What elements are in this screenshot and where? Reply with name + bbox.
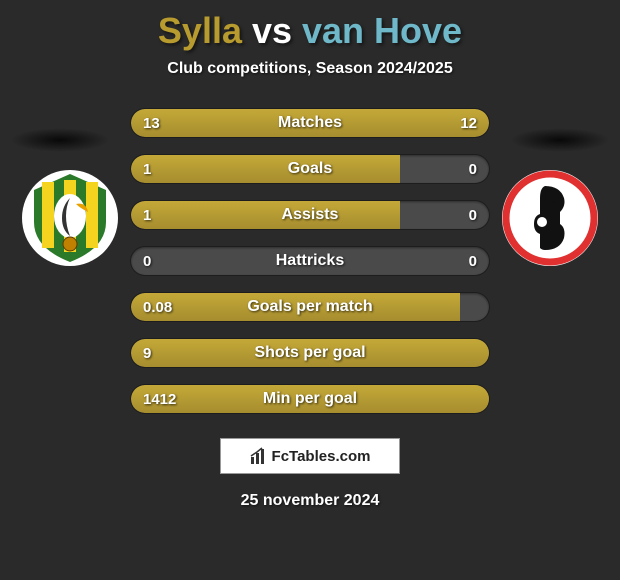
stat-row: Assists1 0 [130,200,490,230]
stat-value-left: 0.08 [143,293,172,321]
stat-label: Shots per goal [131,339,489,367]
stat-value-left: 1412 [143,385,176,413]
stat-value-left: 13 [143,109,160,137]
vs-text: vs [242,10,302,51]
fctables-badge[interactable]: FcTables.com [220,438,400,474]
stat-bars: Matches1312Goals10Assists10Hattricks00Go… [130,108,490,414]
stat-label: Matches [131,109,489,137]
stat-value-left: 0 [143,247,151,275]
stat-label: Hattricks [131,247,489,275]
stat-row: Min per goal1412 [130,384,490,414]
stat-label: Assists [131,201,489,229]
footer-date: 25 november 2024 [0,492,620,510]
team-crest-left [20,168,120,268]
shadow-right [510,128,610,152]
stat-label: Goals [131,155,489,183]
player2-name: van Hove [302,10,462,51]
subtitle: Club competitions, Season 2024/2025 [0,60,620,78]
stat-label: Min per goal [131,385,489,413]
stat-value-left: 1 [143,155,151,183]
stat-value-right: 0 [469,247,477,275]
stat-row: Shots per goal9 [130,338,490,368]
stat-row: Hattricks0 0 [130,246,490,276]
stat-value-left: 9 [143,339,151,367]
content-area: Matches1312Goals10Assists10Hattricks00Go… [0,108,620,414]
stat-row: Goals per match0.08 [130,292,490,322]
stat-value-right: 0 [469,201,477,229]
stat-row: Goals1 0 [130,154,490,184]
shadow-left [10,128,110,152]
ado-den-haag-crest-icon [20,168,120,268]
team-crest-right [500,168,600,268]
stat-value-left: 1 [143,201,151,229]
fctables-label: FcTables.com [272,448,371,465]
stat-value-right: 0 [469,155,477,183]
comparison-title: Sylla vs van Hove [0,0,620,52]
stat-row: Matches13 12 [130,108,490,138]
stat-label: Goals per match [131,293,489,321]
player1-name: Sylla [158,10,242,51]
stat-value-right: 12 [460,109,477,137]
chart-icon [250,447,268,465]
helmond-sport-crest-icon [500,168,600,268]
